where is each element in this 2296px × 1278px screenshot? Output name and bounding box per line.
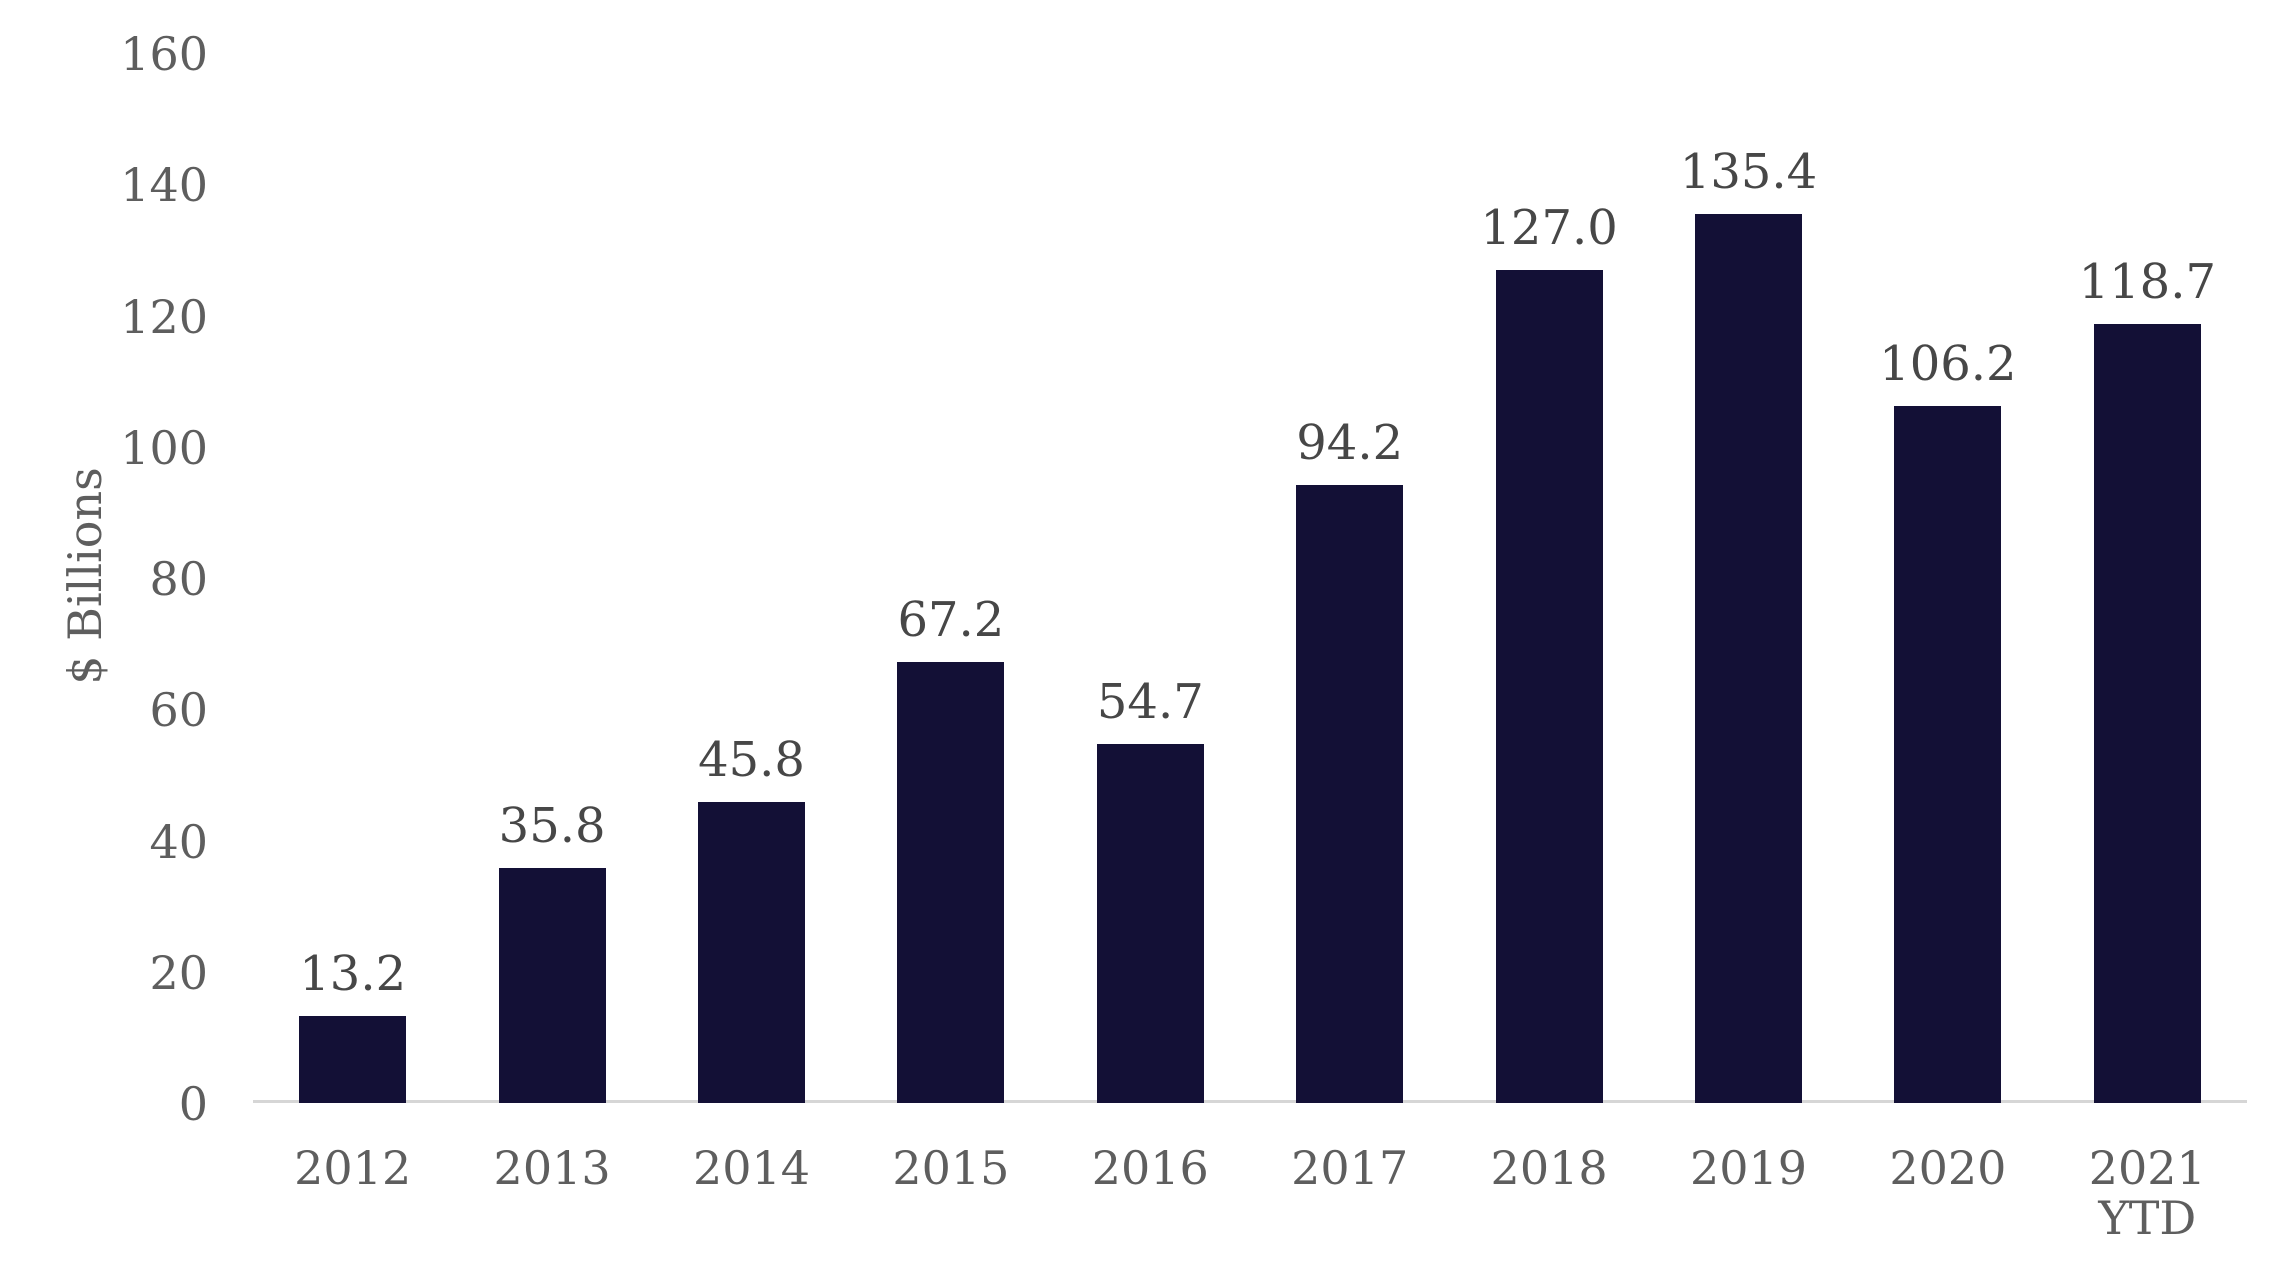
y-axis-tick-label: 160 xyxy=(120,27,208,81)
y-axis-tick-label: 120 xyxy=(120,289,208,344)
bar-2020 xyxy=(1894,406,2001,1103)
x-axis-category-label: 2021 YTD xyxy=(2088,1141,2206,1245)
bar-2014 xyxy=(698,802,805,1103)
bar-value-label: 94.2 xyxy=(1296,415,1404,471)
bar-2012 xyxy=(299,1016,406,1103)
bar-2021 xyxy=(2094,324,2201,1103)
bar-value-label: 13.2 xyxy=(299,946,407,1002)
x-axis-category-label: 2017 xyxy=(1291,1141,1409,1195)
bar-value-label: 67.2 xyxy=(897,592,1005,648)
x-axis-line xyxy=(253,1100,2247,1103)
bar-2019 xyxy=(1695,214,1802,1103)
x-axis-category-label: 2019 xyxy=(1689,1141,1808,1195)
bar-value-label: 45.8 xyxy=(698,732,805,788)
x-axis-category-label: 2015 xyxy=(892,1141,1010,1195)
y-axis-tick-label: 60 xyxy=(149,683,208,738)
bar-value-label: 35.8 xyxy=(498,798,606,854)
bar-2015 xyxy=(897,662,1004,1103)
bar-value-label: 106.2 xyxy=(1879,336,2017,392)
x-axis-category-label: 2013 xyxy=(493,1141,611,1195)
bar-2018 xyxy=(1496,270,1603,1103)
y-axis-tick-label: 140 xyxy=(120,158,208,213)
bar-2016 xyxy=(1097,744,1204,1103)
bar-2013 xyxy=(499,868,606,1103)
y-axis-tick-label: 100 xyxy=(120,420,208,475)
bar-2017 xyxy=(1296,485,1403,1103)
x-axis-category-label: 2016 xyxy=(1091,1141,1209,1195)
x-axis-category-label: 2014 xyxy=(692,1141,811,1195)
bar-value-label: 127.0 xyxy=(1480,200,1618,256)
y-axis-tick-label: 20 xyxy=(149,945,208,1000)
y-axis-tick-label: 40 xyxy=(149,814,208,869)
y-axis-tick-label: 80 xyxy=(149,552,208,606)
x-axis-category-label: 2020 xyxy=(1889,1141,2007,1195)
x-axis-category-label: 2012 xyxy=(294,1141,412,1195)
bar-value-label: 135.4 xyxy=(1679,144,1818,200)
x-axis-category-label: 2018 xyxy=(1490,1141,1608,1195)
bar-value-label: 118.7 xyxy=(2078,254,2217,310)
bar-value-label: 54.7 xyxy=(1096,674,1204,730)
y-axis-tick-label: 0 xyxy=(178,1077,208,1131)
